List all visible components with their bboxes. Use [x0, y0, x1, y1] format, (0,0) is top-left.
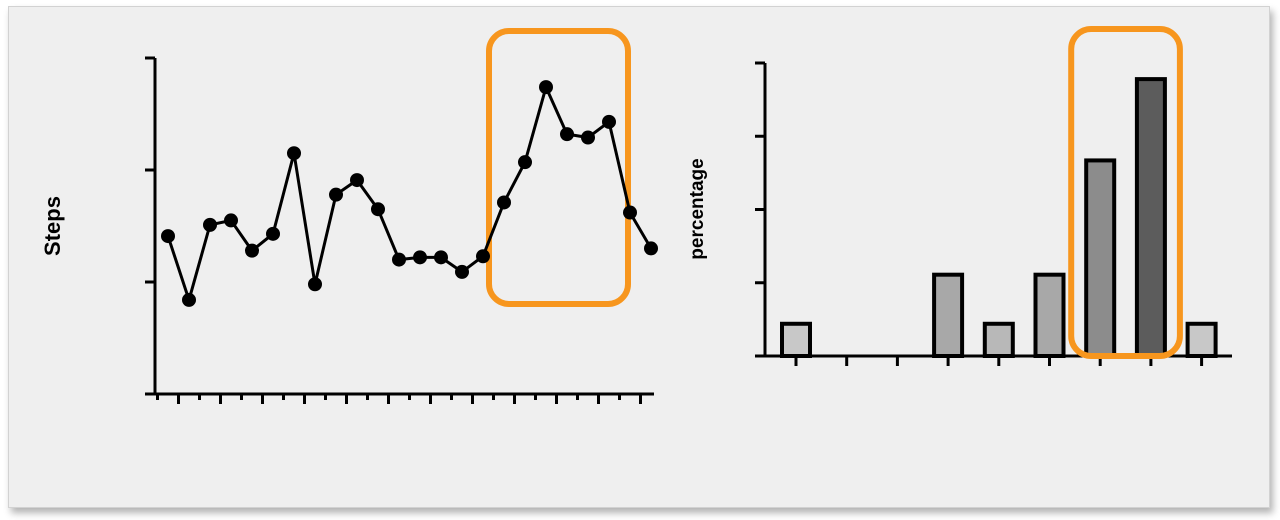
steps-data-point: [287, 146, 301, 161]
steps-data-point: [245, 243, 259, 258]
steps-data-point: [413, 250, 427, 265]
steps-data-point: [560, 127, 574, 142]
percentage-bar-chart: percentage: [687, 26, 1232, 366]
steps-data-point: [203, 217, 217, 232]
steps-data-point: [539, 80, 553, 95]
percentage-bar: [932, 272, 965, 359]
percentage-bar: [1084, 158, 1117, 358]
steps-data-point: [161, 229, 175, 244]
steps-data-point: [476, 249, 490, 264]
figure-panel: [8, 6, 1270, 508]
steps-data-point: [308, 277, 322, 292]
steps-data-point: [518, 155, 532, 170]
steps-data-point: [581, 130, 595, 145]
steps-data-point: [497, 195, 511, 210]
percentage-bar: [780, 321, 812, 358]
percentage-bar: [1185, 321, 1218, 358]
steps-data-point: [371, 202, 385, 217]
highlight-box-evening-steps: [486, 28, 631, 307]
steps-data-point: [623, 205, 637, 220]
highlight-box-evening-bars: [1068, 26, 1183, 359]
steps-data-point: [329, 187, 343, 202]
steps-data-point: [455, 264, 469, 279]
steps-data-point: [224, 213, 238, 228]
steps-line-chart: Steps: [40, 28, 658, 404]
steps-data-point: [182, 292, 196, 307]
steps-data-point: [434, 250, 448, 265]
steps-line-series: [166, 82, 653, 306]
steps-data-point: [392, 252, 406, 267]
steps-data-point: [350, 173, 364, 188]
percentage-bar: [1033, 272, 1066, 359]
steps-data-point: [602, 114, 616, 129]
percentage-y-axis-label: percentage: [687, 158, 708, 259]
steps-y-axis-label: Steps: [40, 196, 65, 256]
steps-data-point: [266, 226, 280, 241]
percentage-bar: [982, 321, 1015, 358]
percentage-bar: [1134, 77, 1167, 359]
steps-data-point: [644, 241, 658, 256]
